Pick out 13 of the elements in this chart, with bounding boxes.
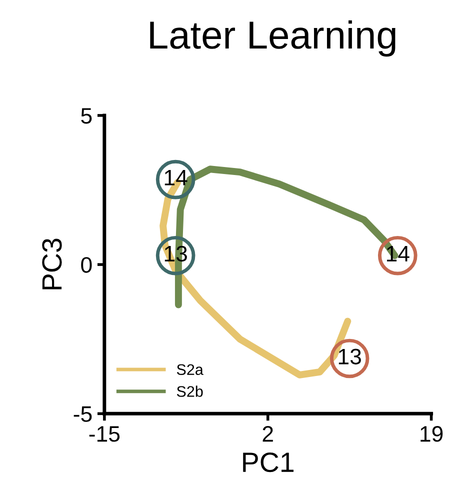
annotation: 14 [164, 170, 188, 186]
chart-title: Later Learning [150, 20, 396, 57]
x-axis-title: PC1 [243, 452, 294, 472]
y-tick-label: 5 [81, 108, 92, 124]
legend-label: S2b [176, 386, 203, 397]
x-tick-label: 2 [262, 426, 273, 442]
x-tick-label: 19 [420, 426, 443, 442]
y-tick-label: 0 [81, 257, 92, 273]
y-axis-title: PC3 [42, 238, 62, 290]
legend-label: S2a [176, 364, 204, 376]
annotation: 13 [338, 348, 361, 364]
y-tick-label: -5 [74, 406, 92, 422]
x-tick-label: -15 [89, 426, 120, 442]
